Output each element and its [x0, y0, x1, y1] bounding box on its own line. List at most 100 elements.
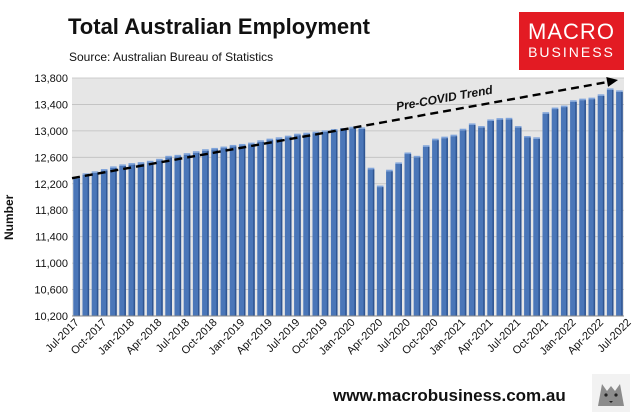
- bar-top: [294, 133, 301, 136]
- bar-shade: [170, 157, 172, 316]
- y-tick-label: 11,800: [35, 205, 68, 217]
- bar-top: [606, 88, 614, 90]
- bar-shade: [474, 124, 476, 316]
- bar-shade: [556, 109, 559, 316]
- bar-shade: [152, 162, 154, 316]
- bar-shade: [345, 129, 347, 316]
- y-tick-label: 10,200: [34, 311, 68, 323]
- bar: [229, 146, 237, 316]
- macrobusiness-logo: MACRO BUSINESS: [519, 12, 624, 70]
- bar-shade: [326, 131, 329, 316]
- bar-shade: [501, 119, 504, 317]
- bar-top: [404, 152, 412, 155]
- y-tick-label: 10,600: [34, 285, 68, 297]
- bar-shade: [354, 128, 356, 316]
- bar-shade: [593, 99, 596, 317]
- bar-shade: [566, 107, 568, 316]
- bar: [165, 157, 172, 316]
- bar: [542, 113, 550, 316]
- bar-top: [459, 128, 467, 131]
- bar-shade: [161, 160, 163, 316]
- bar-shade: [115, 167, 117, 316]
- bar-shade: [271, 140, 274, 316]
- y-tick-label: 13,800: [34, 73, 68, 85]
- bar-shade: [372, 169, 375, 316]
- bar: [496, 119, 504, 317]
- bar: [266, 140, 274, 316]
- bar: [275, 138, 283, 316]
- bar-top: [146, 160, 154, 163]
- bar-shade: [529, 137, 531, 316]
- bar: [330, 130, 338, 316]
- bar: [82, 174, 90, 316]
- bar: [220, 148, 228, 316]
- bar-shade: [299, 135, 301, 316]
- bar: [110, 167, 117, 316]
- bar-top: [202, 149, 209, 151]
- bar-shade: [483, 127, 485, 316]
- bar: [284, 137, 292, 316]
- bar-shade: [464, 130, 467, 316]
- y-tick-label: 13,000: [34, 126, 68, 138]
- bar-shade: [253, 144, 255, 316]
- bar-top: [349, 126, 356, 129]
- bar-shade: [225, 148, 228, 316]
- bar-shade: [188, 154, 191, 316]
- bar-top: [514, 126, 522, 128]
- bar-shade: [492, 120, 494, 316]
- bar-top: [468, 123, 476, 125]
- bar-shade: [290, 137, 292, 316]
- bar: [432, 140, 439, 316]
- y-tick-label: 12,200: [34, 179, 68, 191]
- bar: [441, 138, 448, 316]
- bar: [487, 120, 494, 316]
- bar-shade: [124, 165, 126, 316]
- bar-top: [220, 146, 228, 149]
- bar-shade: [382, 187, 384, 316]
- bar-shade: [428, 146, 430, 316]
- bar-shade: [244, 145, 246, 316]
- bar-top: [100, 169, 108, 171]
- bar-shade: [280, 138, 283, 316]
- bar-top: [478, 126, 485, 128]
- bar-top: [496, 118, 504, 120]
- bar-top: [266, 138, 274, 141]
- bar-shade: [87, 174, 90, 316]
- bar-top: [597, 94, 605, 96]
- bar-shade: [262, 141, 264, 316]
- bar-top: [524, 136, 531, 138]
- bar-top: [376, 185, 384, 188]
- wolf-logo-icon: [592, 374, 630, 412]
- bar-top: [505, 117, 513, 120]
- bar-shade: [446, 138, 448, 316]
- bar-top: [137, 162, 145, 164]
- bar: [321, 131, 329, 316]
- bar-shade: [391, 171, 393, 316]
- bar-top: [183, 153, 191, 155]
- bar-top: [570, 100, 577, 102]
- bar-top: [303, 132, 310, 135]
- bar: [146, 162, 154, 316]
- bar: [376, 187, 384, 316]
- bar-top: [110, 166, 117, 168]
- bar-top: [192, 151, 200, 153]
- bar-shade: [317, 133, 320, 316]
- bar: [238, 145, 246, 316]
- bar-top: [533, 137, 540, 139]
- bar-top: [248, 142, 255, 145]
- bar-top: [174, 154, 182, 157]
- bar: [404, 154, 412, 316]
- bar: [257, 141, 264, 316]
- bar-top: [229, 144, 237, 147]
- logo-line2: BUSINESS: [528, 44, 615, 60]
- bar: [606, 89, 614, 317]
- bar-top: [119, 164, 126, 166]
- bar-top: [542, 112, 550, 114]
- bar: [413, 157, 421, 316]
- bar-top: [257, 140, 264, 142]
- bar: [211, 149, 218, 316]
- bar-top: [284, 135, 292, 138]
- bar-shade: [538, 138, 540, 316]
- bar-top: [487, 119, 494, 121]
- bar: [137, 163, 145, 316]
